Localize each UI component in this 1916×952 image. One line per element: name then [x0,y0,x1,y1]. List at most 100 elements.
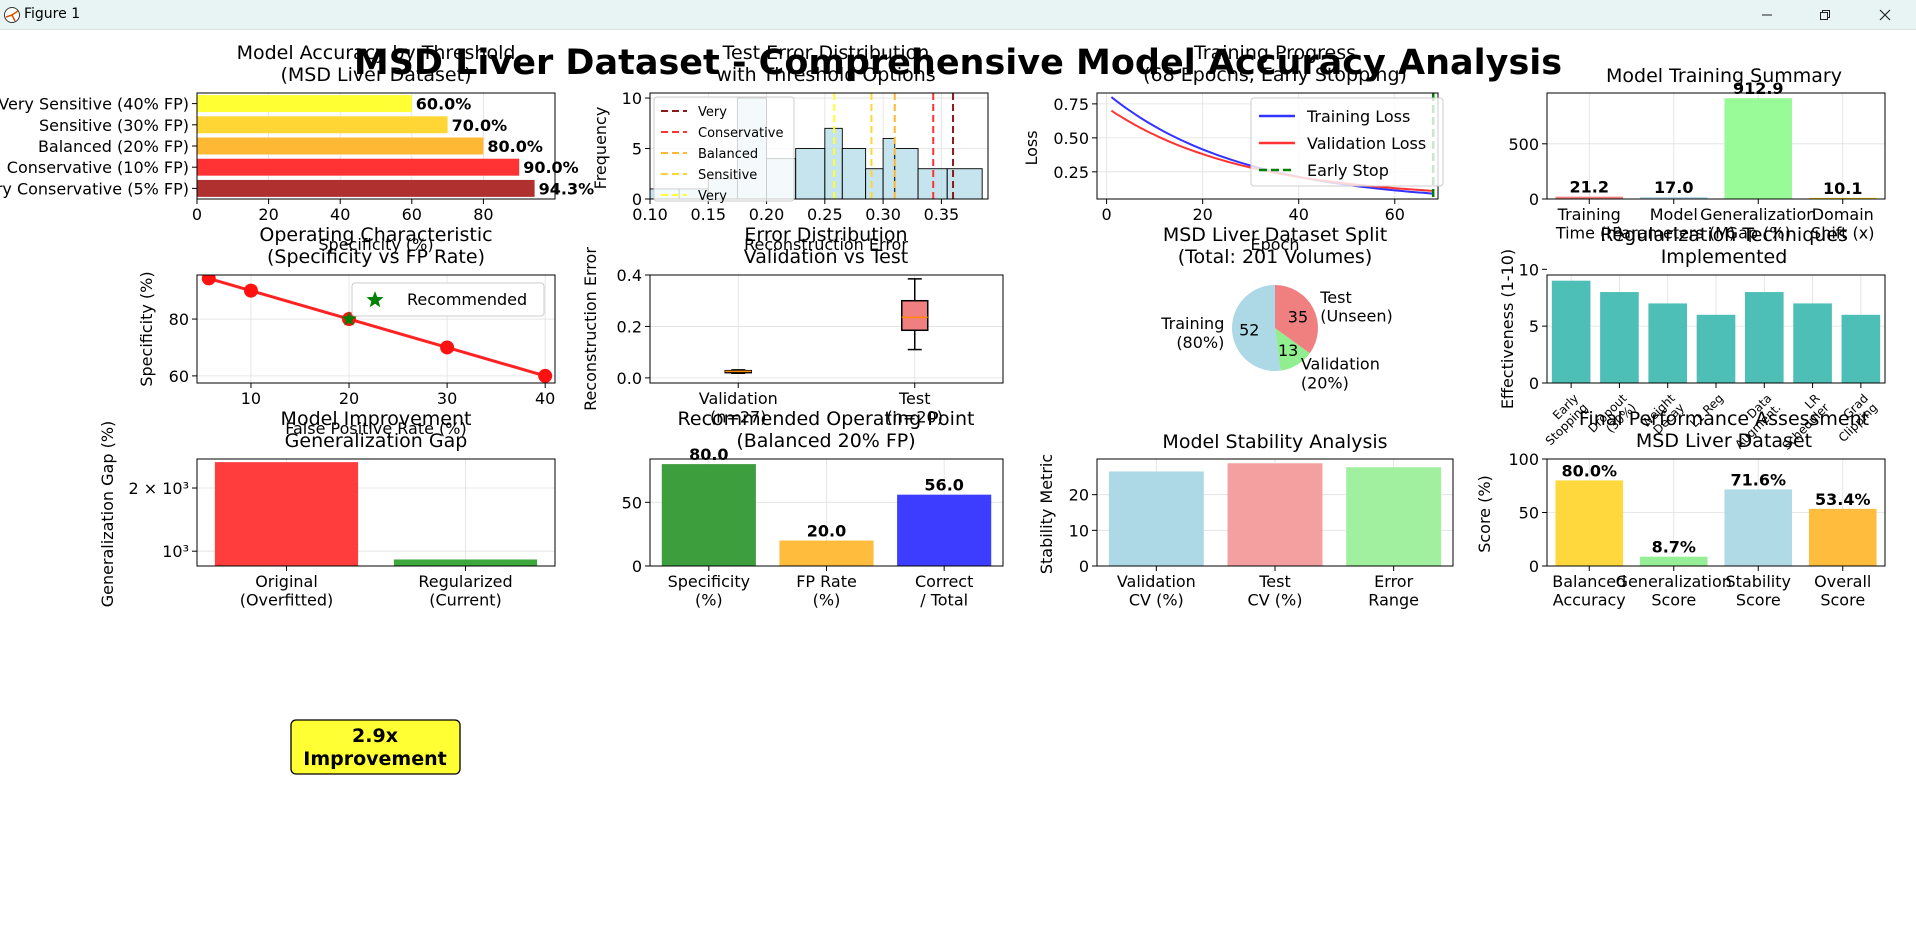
histogram-bar [894,148,919,200]
y-axis-label: Frequency [591,107,610,190]
category-label: Very Conservative (5% FP) [0,179,189,198]
axes-frame [649,92,989,200]
bar-value-label: 17.0 [1654,178,1693,197]
y-tick-label: 100 [1508,450,1539,469]
axes-frame [649,274,1004,384]
chart-title: Recommended Operating Point (Balanced 20%… [678,408,975,452]
maximize-button[interactable] [1796,0,1854,29]
chart-test-error-distribution: 0.10 0.15 0.20 0.25 0.30 0.35 0 5 10 Very Conserva… [591,42,989,254]
plot-area [201,275,553,383]
bar [214,462,359,566]
axes-frame [649,458,1004,567]
chart-stability-analysis: Validation CV (%) Test CV (%) Error Range 0 10 2… [1037,431,1454,610]
y-tick-label: 0.0 [617,369,642,388]
x-tick-label: 0.20 [749,205,785,224]
axes-frame [1546,274,1886,384]
x-tick-label: Training Time (h) [1555,205,1623,243]
x-tick-label: 10 [241,389,261,408]
bar-value-label: 80.0% [1561,461,1617,480]
close-icon [1879,9,1891,20]
y-tick-label: 5 [632,140,642,159]
y-tick-label: 0.25 [1053,163,1089,182]
bar [1841,314,1881,383]
axes-frame [196,458,556,567]
legend-box [653,96,795,202]
bar [1108,471,1204,566]
window-title: Figure 1 [24,6,81,22]
bar [1744,292,1784,383]
y-axis-label: Effectiveness (1-10) [1498,249,1517,409]
minimize-button[interactable] [1738,0,1796,29]
bar-value-label: 20.0 [807,522,846,541]
bar-value-label: 90.0% [523,158,579,177]
bar-value-label: 53.4% [1815,490,1871,509]
x-tick-label: Original (Overfitted) [240,572,334,610]
chart-title: Model Accuracy by Threshold (MSD Liver Da… [237,42,516,86]
legend: Training Loss Validation Loss Early Stop [1250,97,1444,187]
bar [1808,508,1877,566]
chart-accuracy-by-threshold: 60.0% Very Sensitive (40% FP) 70.0% Sensiti… [0,42,594,254]
matplotlib-logo-icon [4,7,20,23]
legend-label: Validation Loss [1307,134,1426,153]
bar-value-label: 94.3% [539,179,595,198]
x-tick-label: 0.25 [807,205,843,224]
x-tick-label: Balanced Accuracy [1552,572,1626,610]
chart-title: Final Performance Assessment MSD Liver Da… [1579,408,1869,452]
y-tick-label: 0.50 [1053,129,1089,148]
y-axis-label: Stability Metric [1037,454,1056,574]
x-tick-label: 80 [473,205,493,224]
x-tick-label: Correct / Total [915,572,973,610]
x-tick-label: 20 [258,205,278,224]
chart-title: MSD Liver Dataset Split (Total: 201 Volum… [1163,224,1387,268]
y-tick-label: 0 [632,557,642,576]
window-titlebar: Figure 1 [0,0,1916,30]
chart-error-boxplot: Validation (n=27) Test (n=20) 0.0 0.2 0.4 Error… [581,224,1004,427]
bar-value-label: 70.0% [452,116,508,135]
bar [1600,292,1639,383]
x-tick-label: Test (n=20) [887,389,943,427]
y-tick-label: 50 [622,493,642,512]
bar [197,137,484,155]
legend: Recommended [351,282,545,317]
y-axis-label: Reconstruction Error [581,247,600,411]
chart-title: Operating Characteristic (Specificity vs … [259,224,492,268]
bar [1639,197,1708,199]
x-axis-label: Epoch [1251,235,1300,254]
pie-slice [1275,328,1310,371]
x-tick-label: Regularized (Current) [418,572,512,610]
box-body [901,299,929,332]
chart-operating-characteristic: 10 20 30 40 60 80 Recommended Operating Charact… [137,224,556,438]
chart-model-improvement: Original (Overfitted) Regularized (Current)… [98,408,556,775]
chart-title: Regularization Techniques Implemented [1600,224,1848,268]
x-tick-label: 0 [1102,205,1112,224]
chart-title: Model Training Summary [1606,65,1842,87]
bar [1724,489,1793,566]
legend-label: Sensitive [698,168,757,183]
y-axis-label: Score (%) [1475,475,1494,553]
x-tick-label: 30 [437,389,457,408]
bar-value-label: 10.1 [1823,179,1862,198]
y-tick-label: 0 [1529,374,1539,393]
bar [197,116,448,134]
legend-label: Recommended [407,290,527,309]
bar [1639,556,1708,566]
data-point [538,368,553,383]
bar [1346,467,1442,566]
legend-label: Conservative [698,126,783,141]
restore-icon [1820,9,1830,20]
legend-box [1250,97,1444,187]
category-label: Very Sensitive (40% FP) [0,95,189,114]
category-label: Sensitive (30% FP) [39,116,189,135]
y-tick-label: 80 [169,310,189,329]
y-tick-label: 20 [1069,486,1089,505]
x-tick-label: 40 [330,205,350,224]
y-axis-label: Loss [1022,130,1041,165]
x-tick-label: Domain Shift (x) [1811,205,1874,243]
legend-box [351,282,545,317]
pie-slice-label: Training (80%) [1160,314,1224,352]
minimize-icon [1762,14,1772,15]
axes-frame [1096,458,1454,567]
close-button[interactable] [1856,0,1914,29]
x-tick-label: 20 [1192,205,1212,224]
